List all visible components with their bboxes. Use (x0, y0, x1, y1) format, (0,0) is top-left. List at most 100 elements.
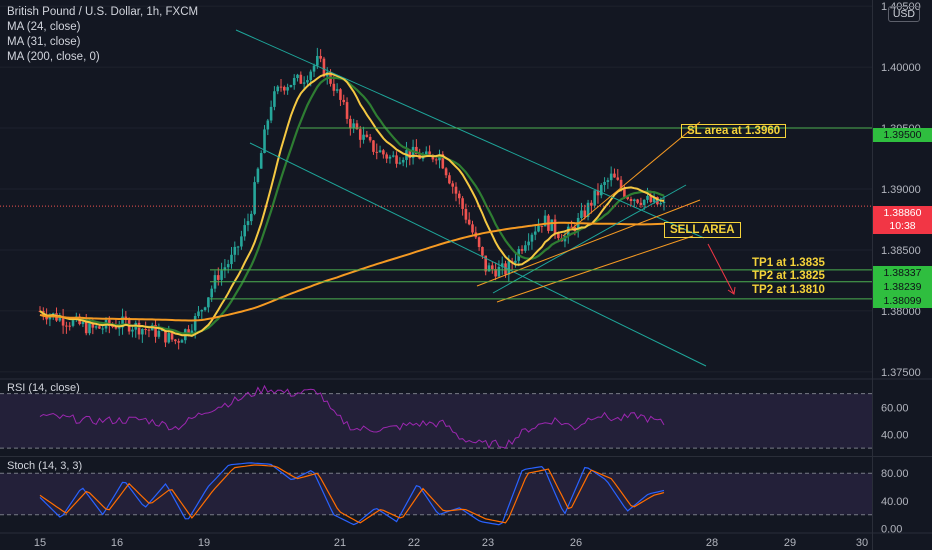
candle-body (623, 188, 626, 197)
candle-body (619, 179, 623, 189)
rsi-title[interactable]: RSI (14, close) (7, 382, 80, 394)
candle-body (487, 265, 491, 272)
candle-body (210, 288, 213, 298)
candle-body (494, 269, 497, 277)
candle-body (461, 198, 464, 209)
bar-countdown: 10:38 (889, 220, 916, 232)
symbol-title[interactable]: British Pound / U.S. Dollar, 1h, FXCM (7, 6, 199, 18)
candle-body (540, 225, 544, 227)
candle-body (497, 266, 501, 277)
candle-body (451, 183, 454, 187)
candle-body (537, 225, 540, 232)
stoch-title[interactable]: Stoch (14, 3, 3) (7, 460, 83, 472)
stoch-tick-label: 40.00 (881, 496, 909, 508)
candle-body (553, 219, 557, 234)
candle-body (154, 325, 157, 337)
candle-body (368, 136, 372, 141)
sl-annotation[interactable]: SL area at 1.3960 (681, 124, 787, 138)
candle-body (111, 326, 114, 328)
candle-body (299, 74, 303, 84)
candle-body (458, 193, 461, 199)
candle-body (114, 326, 118, 329)
candle-body (434, 159, 438, 161)
candle-body (101, 328, 105, 330)
rising-support-line-2 (496, 235, 694, 303)
time-tick-label: 22 (408, 537, 420, 549)
candle-body (233, 246, 237, 255)
candle-body (226, 264, 230, 268)
candle-body (375, 151, 379, 153)
legend-ma31[interactable]: MA (31, close) (7, 36, 81, 48)
candle-body (203, 307, 207, 311)
candle-body (283, 86, 286, 91)
candle-body (117, 327, 121, 329)
candle-body (309, 71, 313, 81)
chart-legend: British Pound / U.S. Dollar, 1h, FXCM MA… (7, 5, 198, 65)
tp2a-price-tag: 1.38239 (873, 280, 932, 294)
price-tick-label: 1.37500 (881, 367, 921, 379)
candle-body (382, 150, 385, 155)
candle-body (91, 322, 95, 328)
time-tick-label: 19 (198, 537, 210, 549)
tp2b-annotation[interactable]: TP2 at 1.3810 (752, 284, 825, 296)
legend-ma200[interactable]: MA (200, close, 0) (7, 51, 100, 63)
candle-body (108, 319, 111, 327)
current-price: 1.38860 (883, 207, 922, 219)
candle-body (411, 146, 415, 159)
candle-body (312, 65, 316, 72)
legend-ma24[interactable]: MA (24, close) (7, 21, 81, 33)
candle-body (520, 249, 524, 251)
candle-body (256, 168, 260, 183)
candle-body (395, 155, 398, 164)
candle-body (649, 195, 653, 202)
currency-button[interactable]: USD (887, 6, 920, 22)
candle-body (84, 321, 88, 334)
candle-body (448, 175, 451, 184)
candle-body (484, 255, 488, 272)
candle-body (292, 78, 296, 86)
candle-body (362, 134, 365, 140)
candle-body (659, 203, 662, 205)
tp1-annotation[interactable]: TP1 at 1.3835 (752, 257, 825, 269)
candle-body (586, 202, 590, 218)
candle-body (401, 159, 405, 163)
target-arrow (707, 243, 735, 295)
candle-body (339, 89, 342, 100)
candle-body (467, 219, 471, 225)
candle-body (279, 86, 283, 88)
candle-body (137, 322, 141, 335)
candle-body (273, 91, 276, 107)
candle-body (147, 329, 151, 331)
candle-body (636, 199, 639, 203)
candle-body (639, 202, 643, 205)
time-tick-label: 23 (482, 537, 494, 549)
candle-body (352, 123, 355, 129)
time-tick-label: 26 (570, 537, 582, 549)
candle-body (464, 208, 468, 220)
sell-area-annotation[interactable]: SELL AREA (664, 222, 741, 238)
candle-body (253, 182, 256, 214)
tp2a-annotation[interactable]: TP2 at 1.3825 (752, 270, 825, 282)
candle-body (48, 315, 52, 320)
candle-body (590, 202, 593, 206)
candle-body (415, 146, 418, 155)
candle-body (170, 333, 174, 340)
time-tick-label: 29 (784, 537, 796, 549)
candle-body (141, 328, 144, 335)
candle-body (302, 82, 306, 84)
candle-body (342, 99, 346, 103)
candle-body (580, 210, 583, 218)
candle-body (269, 106, 273, 121)
candle-body (543, 215, 547, 227)
candle-body (296, 74, 299, 79)
candle-body (391, 155, 395, 157)
rsi-tick-label: 40.00 (881, 430, 909, 442)
ma24-line (39, 72, 665, 337)
candle-body (180, 340, 184, 343)
candle-body (240, 236, 243, 247)
candle-body (61, 316, 65, 326)
candle-body (160, 329, 164, 331)
candle-body (220, 270, 223, 280)
